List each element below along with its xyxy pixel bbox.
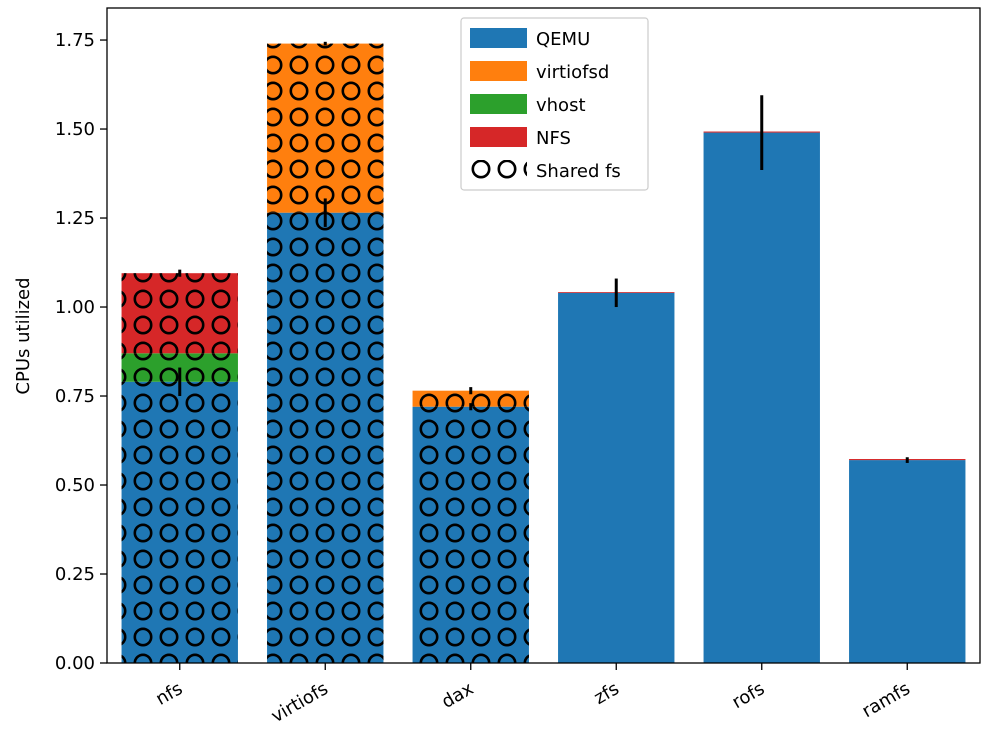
hatch-dax-virtiofsd — [412, 390, 529, 407]
legend-swatch-vhost — [470, 94, 527, 114]
legend: QEMU virtiofsd vhost NFS Shared fs — [460, 17, 649, 191]
legend-swatch-virtiofsd — [470, 61, 527, 81]
y-axis-label: CPUs utilized — [13, 277, 34, 394]
legend-label-nfs: NFS — [536, 128, 571, 149]
legend-swatch-nfs — [470, 127, 527, 147]
hatch-nfs-nfs — [121, 273, 238, 354]
y-tick-label: 1.25 — [55, 208, 95, 229]
plot-frame — [106, 7, 981, 664]
legend-swatch-qemu — [470, 28, 527, 48]
legend-label-vhost: vhost — [536, 95, 586, 116]
y-tick-label: 0.00 — [55, 653, 95, 674]
x-tick-label: ramfs — [858, 678, 913, 722]
legend-label-qemu: QEMU — [536, 29, 590, 50]
legend-swatch-shared-fs — [470, 160, 527, 180]
bar-ramfs-qemu — [849, 460, 966, 663]
y-tick-label: 0.75 — [55, 386, 95, 407]
hatch-dax-qemu — [412, 406, 529, 663]
y-tick-label: 1.75 — [55, 30, 95, 51]
bars-group — [121, 43, 966, 663]
legend-label-virtiofsd: virtiofsd — [536, 62, 609, 83]
x-tick-label: virtiofs — [268, 678, 332, 727]
y-tick-label: 0.25 — [55, 564, 95, 585]
hatch-virtiofs-virtiofsd — [267, 43, 384, 213]
x-tick-label: nfs — [152, 678, 186, 710]
x-tick-label: zfs — [590, 678, 622, 709]
x-tick-label: dax — [438, 678, 477, 713]
y-tick-label: 0.50 — [55, 475, 95, 496]
y-tick-label: 1.50 — [55, 119, 95, 140]
hatch-nfs-qemu — [121, 381, 238, 663]
bar-rofs-qemu — [703, 132, 820, 663]
bar-zfs-qemu — [558, 292, 675, 663]
y-tick-label: 1.00 — [55, 297, 95, 318]
error-bars-group — [178, 41, 909, 463]
hatch-virtiofs-qemu — [267, 212, 384, 663]
legend-label-shared-fs: Shared fs — [536, 161, 621, 182]
x-tick-label: rofs — [729, 678, 769, 713]
